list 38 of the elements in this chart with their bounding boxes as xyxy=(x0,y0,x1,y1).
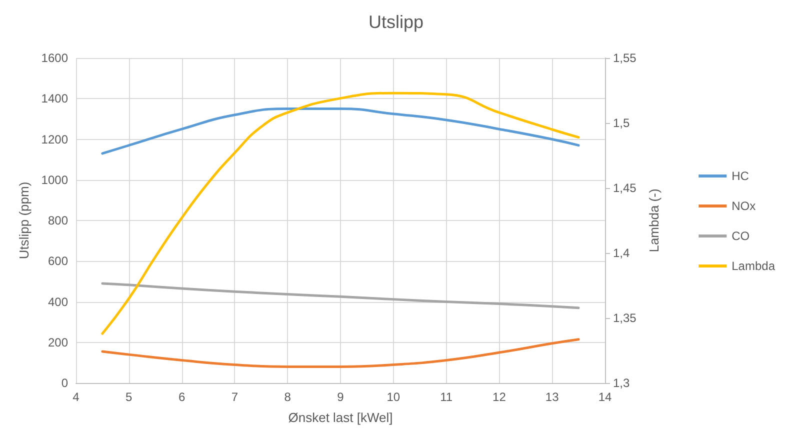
y2-tick-label: 1,3 xyxy=(613,376,630,390)
x-tick-label: 6 xyxy=(178,390,186,404)
chart-title: Utslipp xyxy=(368,12,424,32)
y-tick-label: 1400 xyxy=(41,92,68,106)
y2-tick-label: 1,4 xyxy=(613,246,630,260)
x-axis-title: Ønsket last [kWel] xyxy=(288,410,393,425)
x-tick-label: 7 xyxy=(231,390,238,404)
legend-label: Lambda xyxy=(732,259,776,273)
y-tick-label: 1000 xyxy=(41,172,68,187)
y-tick-label: 1600 xyxy=(41,51,68,65)
y-tick-label: 200 xyxy=(48,335,68,350)
y-tick-label: 0 xyxy=(61,376,68,390)
y-tick-label: 800 xyxy=(48,214,68,228)
y-axis-title: Utslipp (ppm) xyxy=(16,182,32,260)
y-tick-label: 1200 xyxy=(41,132,68,146)
y2-tick-label: 1,55 xyxy=(613,51,637,65)
line-series xyxy=(101,338,580,368)
y2-tick-label: 1,45 xyxy=(613,181,637,195)
x-tick-label: 4 xyxy=(72,390,80,404)
y2-tick-label: 1,35 xyxy=(613,311,637,325)
x-tick-label: 10 xyxy=(386,390,400,404)
x-tick-label: 8 xyxy=(284,390,292,404)
line-series xyxy=(101,92,580,335)
x-tick-label: 9 xyxy=(337,390,344,404)
x-tick-label: 5 xyxy=(126,390,133,404)
x-tick-label: 11 xyxy=(440,390,453,404)
y-tick-label: 400 xyxy=(48,294,68,309)
legend-label: NOx xyxy=(732,199,756,213)
x-tick-label: 12 xyxy=(492,390,506,404)
y2-tick-label: 1,5 xyxy=(613,116,630,130)
y2-axis-title: Lambda (-) xyxy=(646,188,662,252)
y-tick-label: 600 xyxy=(48,254,68,268)
legend-label: HC xyxy=(732,169,750,183)
line-series xyxy=(101,108,580,155)
line-series xyxy=(101,282,580,310)
x-tick-label: 13 xyxy=(545,390,560,404)
x-tick-label: 14 xyxy=(598,390,612,404)
legend-label: CO xyxy=(732,229,750,243)
